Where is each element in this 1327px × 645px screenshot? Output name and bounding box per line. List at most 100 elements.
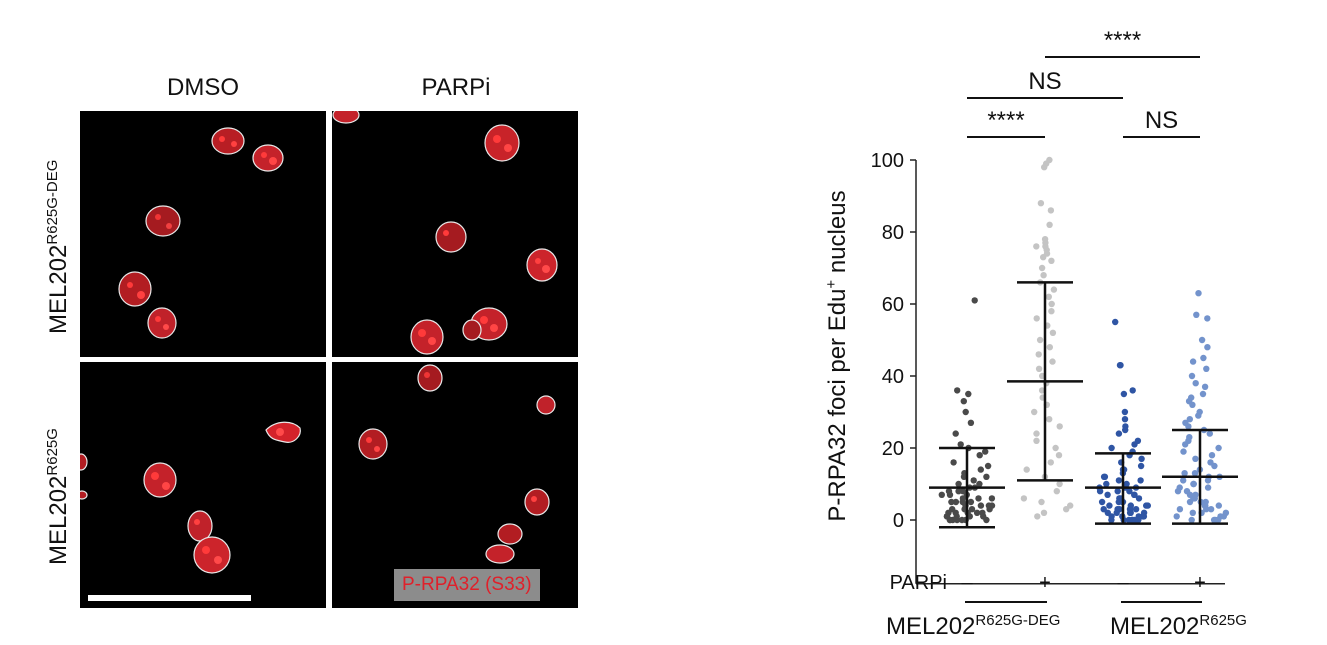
data-point — [1210, 516, 1218, 524]
data-point — [1020, 495, 1028, 502]
y-ticks: 0 20 40 60 80 100 — [871, 150, 916, 532]
data-point — [1120, 390, 1128, 398]
data-point — [1180, 448, 1187, 455]
data-point — [1192, 455, 1199, 462]
data-point — [984, 462, 992, 470]
data-point — [1056, 480, 1063, 488]
data-point — [1036, 336, 1044, 344]
y-tick-label: 80 — [882, 222, 904, 244]
data-point — [983, 473, 990, 480]
row-label-base: MEL202 — [45, 244, 72, 334]
data-point — [1096, 488, 1104, 495]
data-point — [1037, 200, 1045, 207]
nucleus — [118, 271, 152, 307]
data-point — [1040, 509, 1048, 516]
nuclei-image — [80, 421, 301, 574]
significance-label: NS — [1028, 68, 1061, 95]
data-point — [1204, 315, 1211, 322]
group-label-deg: MEL202R625G-DEG — [886, 612, 1060, 641]
nucleus — [462, 319, 482, 341]
data-point — [1041, 164, 1048, 171]
micrograph-panel-r625g-dmso — [80, 362, 326, 608]
data-point — [1137, 462, 1145, 470]
data-point — [1211, 462, 1218, 470]
row-label-superscript: R625G-DEG — [44, 159, 61, 245]
row-label-base: MEL202 — [45, 475, 72, 565]
data-point — [968, 506, 976, 513]
data-point — [1131, 491, 1138, 498]
data-point — [962, 408, 969, 416]
x-category-label: + — [1194, 572, 1206, 594]
y-tick-label: 60 — [882, 294, 904, 316]
nucleus — [485, 544, 515, 564]
data-point — [1186, 416, 1193, 423]
data-point — [1200, 354, 1207, 362]
data-point — [1115, 477, 1123, 484]
nuclei-image — [332, 111, 558, 355]
data-point — [982, 448, 989, 455]
data-point — [1189, 401, 1196, 408]
group-label-r625g: MEL202R625G — [1110, 612, 1247, 641]
data-point — [1208, 452, 1216, 459]
data-point — [1144, 502, 1151, 509]
data-point — [950, 459, 957, 466]
data-point — [1048, 308, 1055, 315]
nucleus — [332, 111, 360, 124]
data-point — [986, 506, 993, 513]
nucleus — [497, 523, 523, 545]
data-point — [1186, 498, 1194, 506]
data-point — [1045, 293, 1052, 300]
significance-label: **** — [987, 107, 1024, 134]
data-point — [1038, 264, 1046, 272]
nucleus — [143, 462, 177, 498]
data-point — [1033, 315, 1040, 322]
data-point — [1035, 365, 1043, 372]
data-points — [938, 156, 1230, 524]
data-point — [1122, 426, 1129, 434]
y-axis-label-text: P-RPA32 foci per Edu — [824, 289, 851, 522]
data-point — [946, 491, 954, 498]
data-point — [957, 441, 964, 448]
x-category-label: – — [961, 572, 973, 594]
scale-bar — [88, 595, 251, 601]
data-point — [1121, 416, 1129, 423]
nucleus — [484, 124, 520, 162]
data-point — [1055, 452, 1063, 459]
data-point — [1033, 243, 1040, 250]
data-point — [1185, 423, 1192, 430]
nucleus — [147, 307, 177, 339]
nuclei-image — [358, 364, 556, 564]
data-point — [1203, 365, 1210, 372]
data-point — [1052, 444, 1059, 452]
data-point — [1100, 506, 1107, 513]
data-point — [1046, 416, 1053, 423]
significance-label: **** — [1104, 27, 1141, 54]
data-point — [960, 473, 968, 480]
data-point — [946, 516, 953, 524]
column-label-dmso: DMSO — [167, 74, 239, 101]
data-point — [1189, 509, 1196, 516]
column-label-parpi: PARPi — [421, 74, 491, 101]
data-point — [976, 480, 983, 488]
x-factor-label: PARPi — [890, 572, 947, 594]
y-axis-label: P-RPA32 foci per Edu+ nucleus — [823, 190, 851, 521]
data-point — [1182, 441, 1189, 448]
data-point — [1116, 362, 1124, 369]
data-point — [948, 498, 955, 506]
nucleus — [358, 428, 388, 460]
data-point — [1204, 344, 1211, 351]
data-point — [1192, 380, 1199, 387]
data-point — [1204, 477, 1212, 484]
data-point — [1137, 477, 1144, 484]
data-point — [1046, 221, 1053, 228]
data-point — [960, 398, 967, 405]
data-point — [1046, 344, 1053, 351]
data-point — [1131, 441, 1138, 448]
data-point — [1132, 506, 1140, 513]
data-point — [977, 502, 985, 509]
nucleus — [80, 490, 88, 500]
data-point — [1033, 437, 1040, 444]
data-point — [1040, 254, 1047, 261]
data-point — [1108, 444, 1115, 452]
